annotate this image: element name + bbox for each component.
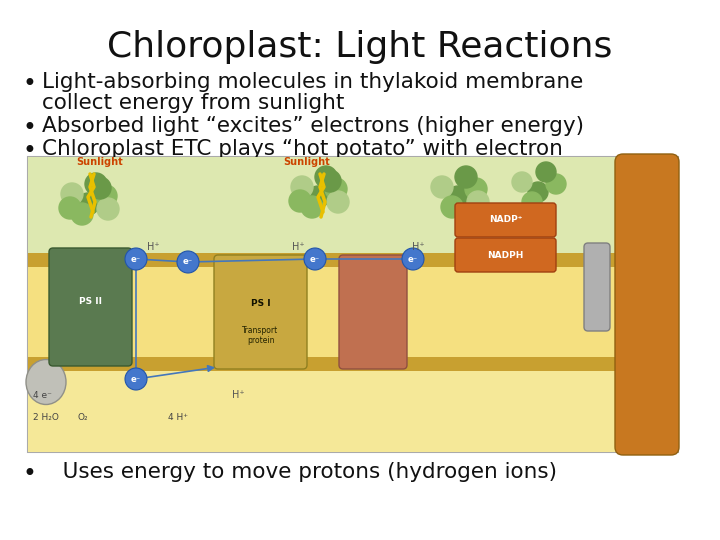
Ellipse shape	[26, 360, 66, 404]
Text: Light-absorbing molecules in thylakoid membrane: Light-absorbing molecules in thylakoid m…	[42, 72, 583, 92]
Text: NADPH: NADPH	[487, 251, 523, 260]
Text: Absorbed light “excites” electrons (higher energy): Absorbed light “excites” electrons (high…	[42, 116, 584, 136]
Text: Sunlight: Sunlight	[76, 157, 122, 167]
FancyBboxPatch shape	[455, 203, 556, 237]
Text: Chloroplast ETC plays “hot potato” with electron: Chloroplast ETC plays “hot potato” with …	[42, 139, 563, 159]
Bar	[28, 267, 648, 357]
Circle shape	[325, 178, 347, 200]
Circle shape	[59, 197, 81, 219]
Circle shape	[125, 368, 147, 390]
Text: e⁻: e⁻	[131, 254, 141, 264]
Circle shape	[97, 198, 119, 220]
Text: e⁻: e⁻	[131, 375, 141, 383]
Text: 4 H⁺: 4 H⁺	[168, 413, 188, 422]
Circle shape	[304, 248, 326, 270]
Circle shape	[467, 191, 489, 213]
Bar	[28, 357, 678, 452]
Text: collect energy from sunlight: collect energy from sunlight	[42, 93, 344, 113]
Circle shape	[307, 186, 329, 208]
Circle shape	[301, 196, 323, 218]
Text: •: •	[22, 72, 36, 96]
Text: H⁺: H⁺	[232, 390, 244, 400]
Circle shape	[546, 174, 566, 194]
Circle shape	[125, 248, 147, 270]
Text: H⁺: H⁺	[412, 242, 424, 252]
Bar	[28, 253, 648, 267]
Circle shape	[402, 248, 424, 270]
Text: •: •	[22, 116, 36, 140]
FancyBboxPatch shape	[214, 255, 307, 369]
Text: Transport
protein: Transport protein	[243, 326, 279, 345]
Circle shape	[465, 178, 487, 200]
Circle shape	[431, 176, 453, 198]
Text: Sunlight: Sunlight	[283, 157, 330, 167]
Circle shape	[77, 193, 99, 215]
FancyBboxPatch shape	[455, 238, 556, 272]
FancyBboxPatch shape	[28, 157, 678, 452]
Text: PS II: PS II	[79, 298, 102, 307]
Text: e⁻: e⁻	[310, 254, 320, 264]
Text: H⁺: H⁺	[292, 242, 305, 252]
Text: H⁺: H⁺	[147, 242, 159, 252]
Text: NADP⁺: NADP⁺	[489, 215, 522, 225]
Circle shape	[289, 190, 311, 212]
Text: e⁻: e⁻	[183, 258, 193, 267]
Text: Chloroplast: Light Reactions: Chloroplast: Light Reactions	[107, 30, 613, 64]
Circle shape	[315, 166, 337, 188]
Circle shape	[522, 192, 542, 212]
Circle shape	[89, 177, 111, 199]
Circle shape	[71, 203, 93, 225]
Bar	[28, 357, 648, 371]
Circle shape	[536, 162, 556, 182]
Circle shape	[512, 172, 532, 192]
Circle shape	[177, 251, 199, 273]
Circle shape	[319, 170, 341, 192]
Circle shape	[327, 191, 349, 213]
Text: 2 H₂O: 2 H₂O	[33, 413, 59, 422]
Text: PS I: PS I	[251, 300, 270, 308]
Circle shape	[85, 173, 107, 195]
Text: •: •	[22, 462, 36, 486]
Circle shape	[441, 196, 463, 218]
Circle shape	[291, 176, 313, 198]
Circle shape	[61, 183, 83, 205]
FancyBboxPatch shape	[615, 154, 679, 455]
Circle shape	[455, 166, 477, 188]
FancyBboxPatch shape	[49, 248, 132, 366]
Text: •: •	[22, 139, 36, 163]
Circle shape	[528, 182, 548, 202]
Circle shape	[447, 186, 469, 208]
FancyBboxPatch shape	[339, 255, 407, 369]
Text: e⁻: e⁻	[408, 254, 418, 264]
Text: Uses energy to move protons (hydrogen ions): Uses energy to move protons (hydrogen io…	[42, 462, 557, 482]
Text: O₂: O₂	[78, 413, 89, 422]
Bar	[28, 157, 678, 267]
Circle shape	[95, 185, 117, 207]
FancyBboxPatch shape	[584, 243, 610, 331]
Text: 4 e⁻: 4 e⁻	[33, 390, 52, 400]
